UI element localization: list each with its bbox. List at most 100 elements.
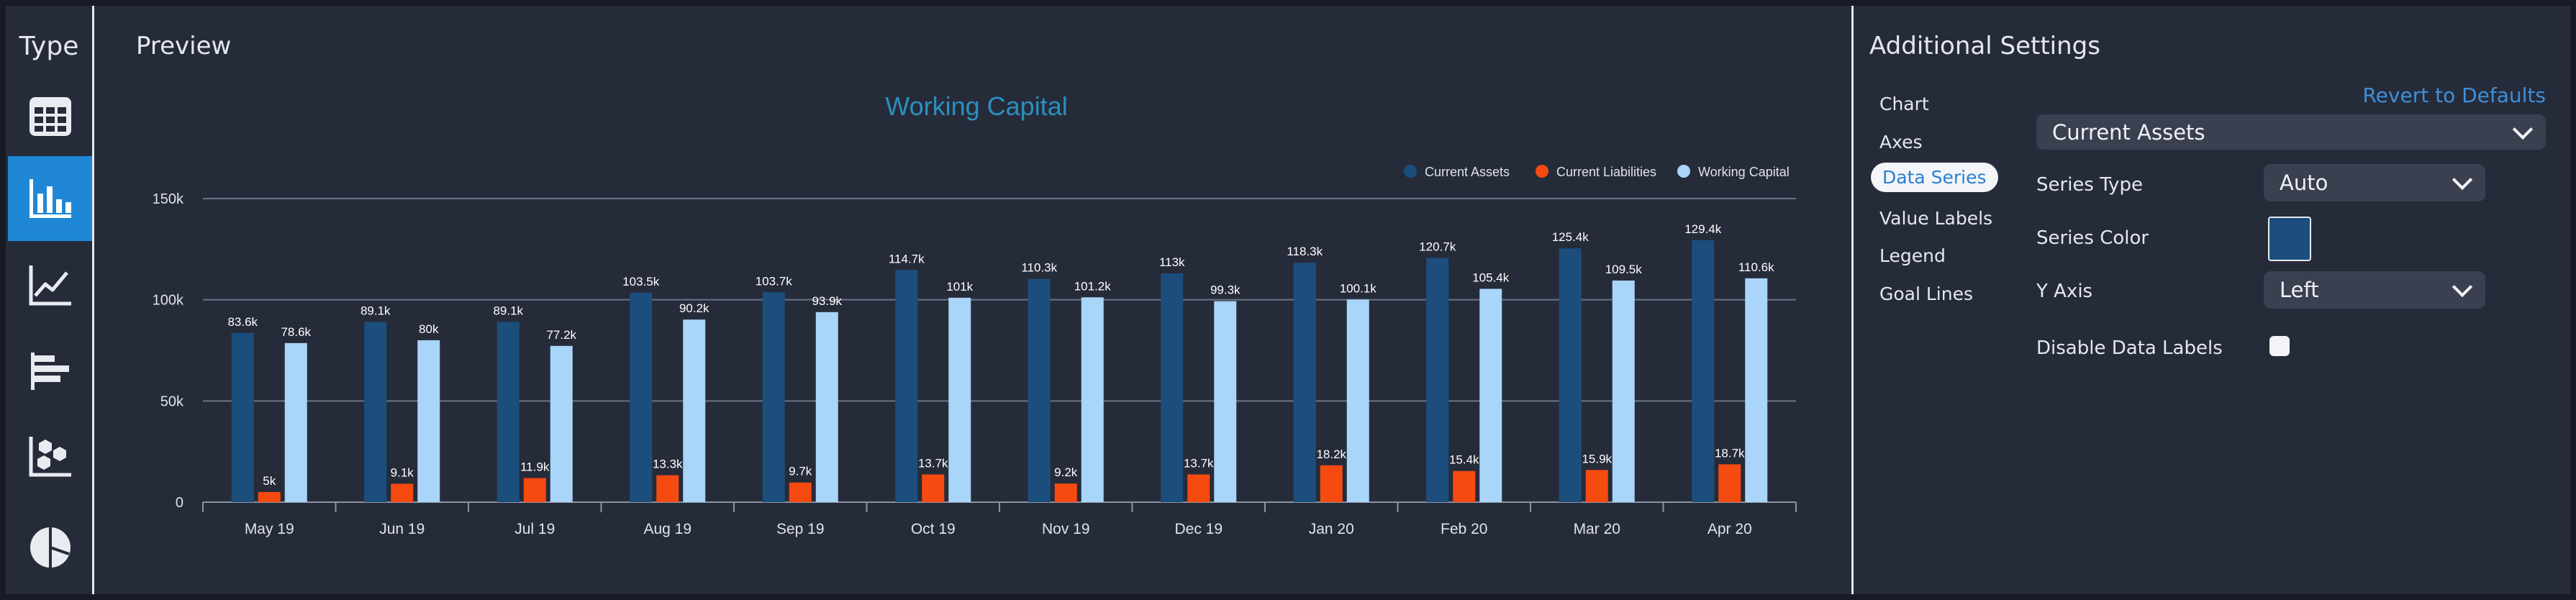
bar: [1320, 465, 1343, 502]
line-type-button[interactable]: [8, 242, 92, 327]
app-frame: Type: [6, 6, 2570, 594]
line-chart-icon: [29, 265, 71, 306]
bar: [391, 483, 414, 502]
bar: [364, 322, 387, 502]
bar: [1214, 301, 1237, 502]
bar: [1453, 471, 1476, 502]
nav-goal-lines[interactable]: Goal Lines: [1879, 283, 1974, 304]
bar: [1612, 280, 1635, 502]
legend-marker: [1536, 165, 1548, 178]
x-tick-label: Jan 20: [1309, 521, 1354, 537]
data-label: 13.3k: [653, 458, 683, 471]
bar: [1479, 288, 1502, 502]
data-label: 5k: [263, 474, 276, 488]
series-select-value: Current Assets: [2052, 119, 2205, 145]
bar: [1745, 278, 1768, 502]
disable-data-labels-checkbox[interactable]: [2269, 336, 2290, 356]
bar-type-button[interactable]: [8, 156, 92, 241]
nav-chart[interactable]: Chart: [1879, 94, 1929, 114]
bar: [1585, 470, 1608, 502]
x-tick-label: May 19: [245, 521, 294, 537]
legend-marker: [1404, 165, 1417, 178]
chart-type-panel: Type: [6, 6, 92, 594]
data-label: 89.1k: [493, 304, 523, 317]
legend-marker: [1677, 165, 1690, 178]
left-divider: [92, 6, 94, 594]
bar: [284, 342, 307, 502]
bar: [1293, 263, 1316, 502]
data-label: 83.6k: [227, 315, 258, 329]
bar: [789, 482, 812, 502]
bar-chart-icon: [29, 179, 71, 218]
data-label: 105.4k: [1472, 271, 1510, 284]
chevron-down-icon: [2512, 119, 2534, 140]
data-label: 101k: [946, 280, 973, 294]
scatter-type-button[interactable]: [8, 414, 92, 499]
bar: [630, 292, 653, 502]
data-label: 15.4k: [1449, 453, 1479, 467]
bar: [231, 332, 254, 502]
series-type-value: Auto: [2280, 171, 2328, 195]
bar: [895, 270, 918, 502]
bar: [1081, 297, 1104, 502]
data-label: 78.6k: [281, 325, 311, 339]
nav-value-labels[interactable]: Value Labels: [1879, 208, 1993, 229]
nav-legend[interactable]: Legend: [1879, 245, 1946, 266]
bar: [1161, 273, 1184, 502]
bar: [1559, 248, 1582, 502]
right-divider: [1851, 6, 1854, 594]
x-tick-label: Feb 20: [1441, 521, 1487, 537]
data-label: 89.1k: [360, 304, 391, 317]
x-tick-label: Jul 19: [514, 521, 555, 537]
x-tick-label: Sep 19: [776, 521, 825, 537]
table-chart-icon: [29, 97, 71, 136]
data-label: 99.3k: [1210, 283, 1241, 297]
data-label: 93.9k: [812, 294, 842, 308]
series-color-swatch[interactable]: [2268, 217, 2311, 261]
bar: [762, 292, 785, 502]
horizontal-bar-type-button[interactable]: [8, 328, 92, 413]
data-label: 120.7k: [1419, 240, 1456, 253]
pie-type-button[interactable]: [8, 505, 92, 590]
x-tick-label: Nov 19: [1042, 521, 1090, 537]
data-label: 9.1k: [391, 465, 414, 479]
bar: [417, 340, 440, 502]
scatter-chart-icon: [29, 437, 71, 477]
bar: [1718, 464, 1741, 502]
data-label: 113k: [1159, 255, 1185, 269]
series-select[interactable]: Current Assets: [2036, 114, 2546, 150]
data-label: 9.2k: [1054, 465, 1078, 479]
data-label: 118.3k: [1287, 245, 1323, 258]
data-label: 77.2k: [546, 328, 576, 342]
data-label: 18.2k: [1316, 447, 1346, 461]
data-label: 100.1k: [1340, 281, 1377, 295]
data-label: 129.4k: [1684, 222, 1722, 236]
data-label: 80k: [419, 322, 439, 336]
data-label: 110.6k: [1738, 260, 1774, 274]
series-type-select[interactable]: Auto: [2264, 164, 2485, 201]
bar: [1426, 258, 1449, 502]
y-axis-select[interactable]: Left: [2264, 271, 2485, 309]
bar: [1346, 299, 1369, 502]
data-label: 114.7k: [889, 252, 925, 265]
series-color-label: Series Color: [2036, 227, 2149, 249]
legend-label: Current Liabilities: [1556, 165, 1656, 179]
bar: [1187, 474, 1210, 502]
data-label: 103.5k: [622, 275, 660, 288]
data-label: 110.3k: [1021, 261, 1057, 275]
y-tick-label: 0: [176, 495, 183, 511]
x-tick-label: Dec 19: [1174, 521, 1223, 537]
y-tick-label: 50k: [160, 394, 184, 409]
table-type-button[interactable]: [8, 74, 92, 159]
x-tick-label: Aug 19: [643, 521, 691, 537]
legend-label: Current Assets: [1425, 165, 1510, 179]
nav-data-series[interactable]: Data Series: [1871, 163, 1998, 192]
bar: [948, 297, 971, 502]
bar: [1028, 278, 1051, 502]
data-label: 125.4k: [1552, 230, 1589, 244]
nav-axes[interactable]: Axes: [1879, 132, 1923, 153]
revert-to-defaults-link[interactable]: Revert to Defaults: [2362, 83, 2546, 107]
x-tick-label: Jun 19: [379, 521, 425, 537]
y-tick-label: 150k: [153, 191, 184, 207]
bar: [1054, 483, 1077, 502]
